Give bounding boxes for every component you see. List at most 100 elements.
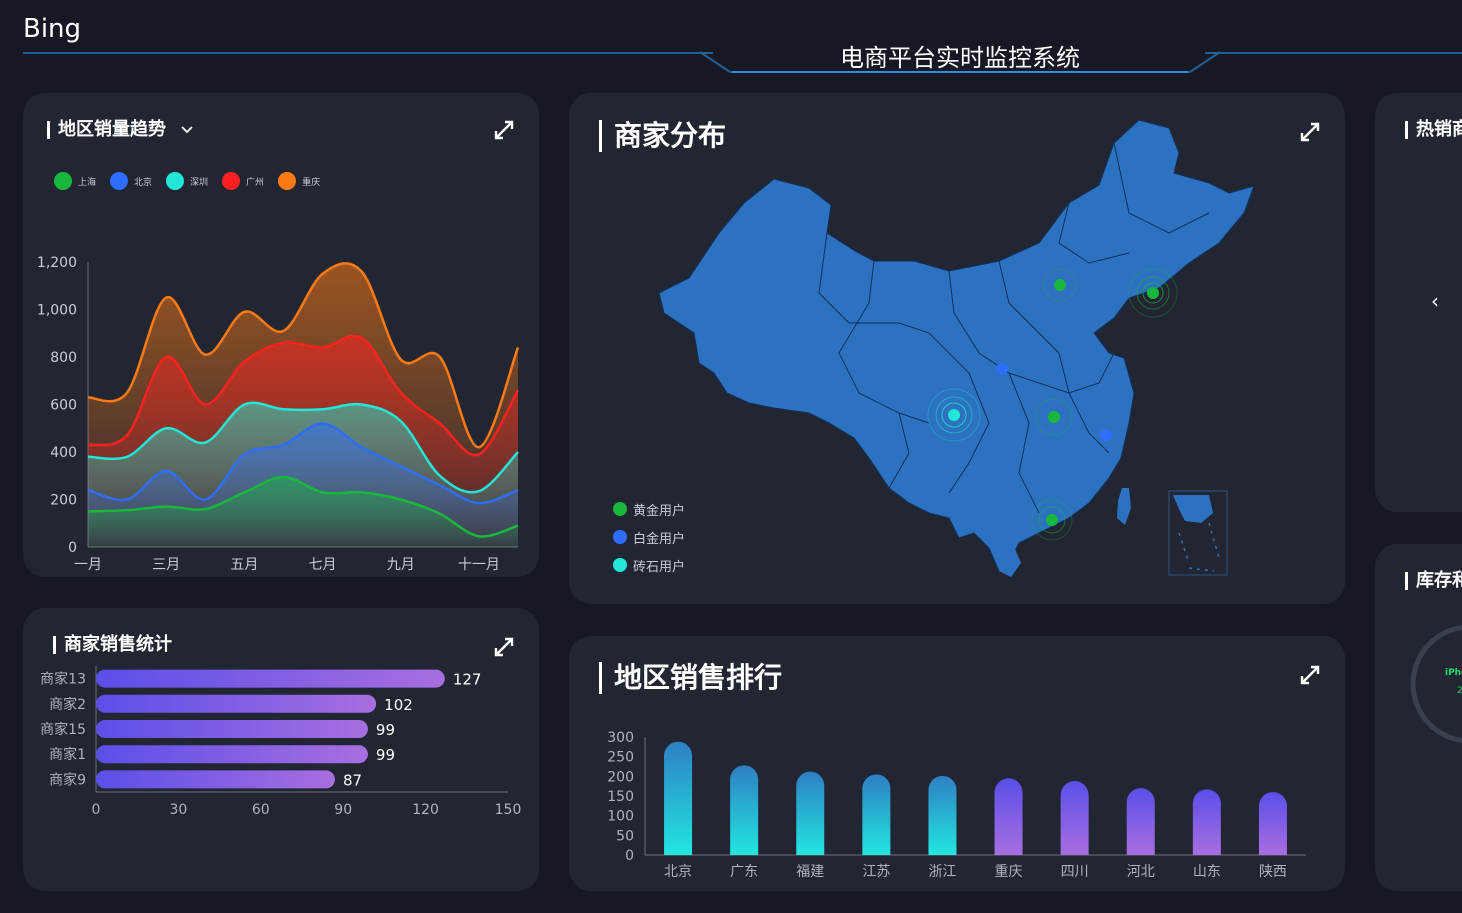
y-tick-label: 250 [607,750,634,766]
legend-label: 北京 [134,177,153,188]
legend-item-chongqing[interactable]: 重庆 [278,172,320,190]
bar[interactable] [96,745,368,764]
bar[interactable] [994,778,1023,855]
stock-panel-title: 库存和 [1405,572,1462,590]
y-tick-label: 0 [68,540,77,556]
area-fill [88,476,518,547]
x-tick-label: 0 [92,802,101,818]
bar[interactable] [96,720,368,738]
y-tick-label: 0 [625,848,634,864]
stock-gauge-value: 2 [1457,686,1462,696]
y-tick-label: 100 [607,809,634,825]
category-label: 四川 [1061,864,1089,880]
expand-icon[interactable] [1299,121,1321,143]
expand-icon[interactable] [493,636,515,658]
trend-panel-title-text: 地区销量趋势 [58,119,166,140]
y-tick-label: 1,000 [37,303,77,319]
series-line[interactable] [87,401,519,494]
header-divider-right [1205,52,1462,54]
trend-panel-title[interactable]: 地区销量趋势 [47,121,194,139]
map-legend-label: 砖石用户 [633,559,686,575]
series-line[interactable] [87,475,519,538]
map-marker-gold[interactable] [1035,398,1073,436]
x-tick-label: 60 [252,802,270,818]
expand-icon[interactable] [1299,664,1321,686]
carousel-prev-icon[interactable]: ‹ [1431,289,1439,313]
map-marker-platinum[interactable] [996,363,1008,375]
x-tick-label: 五月 [230,557,258,573]
series-line[interactable] [87,334,520,457]
map-marker-platinum[interactable] [1091,420,1121,450]
bar[interactable] [730,765,759,855]
y-tick-label: 400 [50,445,77,461]
bar[interactable] [1060,781,1089,855]
y-tick-label: 800 [50,350,77,366]
merchant-panel-title: 商家分布 [599,120,726,152]
category-label: 浙江 [928,864,956,880]
trend-panel: 地区销量趋势 上海 北京 深圳 广州 重庆 0 200 400 600 800 1,000… [23,93,539,577]
map-marker-gold[interactable] [1043,268,1077,302]
map-legend-label: 白金用户 [633,531,686,547]
header-title-frame: 电商平台实时监控系统 [700,18,1220,74]
category-label: 北京 [664,864,692,880]
y-tick-label: 600 [50,398,77,414]
map-legend-item[interactable]: 白金用户 [613,523,685,551]
x-tick-label: 90 [334,802,352,818]
page-title: 电商平台实时监控系统 [840,44,1080,72]
region-rank-title: 地区销售排行 [599,662,782,694]
legend-item-guangzhou[interactable]: 广州 [222,172,264,190]
map-legend: 黄金用户 白金用户 砖石用户 [613,495,685,579]
map-marker-diamond[interactable] [927,388,981,442]
merchant-map-panel: 商家分布 [569,93,1345,604]
expand-icon[interactable] [493,119,515,141]
map-legend-item[interactable]: 黄金用户 [613,495,685,523]
data-label: 87 [343,771,362,789]
map-marker-gold[interactable] [1031,499,1073,541]
brand-logo: Bing [23,14,82,44]
map-legend-item[interactable]: 砖石用户 [613,551,685,579]
hot-products-panel: 热销商 ‹ [1375,93,1462,512]
bar[interactable] [928,775,957,855]
bar[interactable] [1258,792,1287,855]
stock-gauge-label: iPho [1445,668,1462,678]
data-label: 99 [376,721,395,739]
category-label: 商家13 [40,671,86,688]
bar[interactable] [1126,788,1155,855]
category-label: 商家15 [40,721,86,738]
bar[interactable] [96,694,377,713]
legend-item-shenzhen[interactable]: 深圳 [166,172,208,190]
series-line[interactable] [87,422,519,505]
taiwan-shape [1117,488,1131,525]
stock-gauge-ring [1410,625,1462,743]
category-label: 重庆 [995,864,1023,880]
map-legend-label: 黄金用户 [633,503,686,519]
bar[interactable] [1192,789,1221,855]
y-tick-label: 300 [607,730,634,746]
x-tick-label: 一月 [74,557,102,573]
data-label: 102 [384,696,413,714]
series-line[interactable] [87,262,520,449]
legend-item-shanghai[interactable]: 上海 [54,172,96,190]
bar[interactable] [96,669,445,688]
bar[interactable] [796,771,825,855]
category-label: 陕西 [1259,864,1287,880]
x-tick-label: 150 [495,802,522,818]
legend-label: 广州 [246,177,265,188]
china-map[interactable] [569,93,1345,604]
legend-item-beijing[interactable]: 北京 [110,172,152,190]
category-label: 商家1 [49,746,86,763]
legend-label: 重庆 [302,177,321,188]
bar[interactable] [96,770,335,789]
map-marker-gold[interactable] [1128,268,1178,318]
y-tick-label: 50 [616,828,634,844]
region-rank-panel: 地区销售排行 0 50 100 150 200 250 300 北京 广东 福建 江苏 浙江 重庆 四川 河… [569,636,1345,891]
bar[interactable] [664,741,693,855]
stock-panel: 库存和 iPho 2 [1375,544,1462,891]
x-tick-label: 120 [412,802,439,818]
x-tick-label: 十一月 [458,557,500,573]
y-tick-label: 1,200 [37,255,77,271]
x-tick-label: 三月 [152,557,180,573]
chevron-down-icon[interactable] [180,123,194,137]
bar[interactable] [862,774,891,855]
category-label: 河北 [1127,864,1155,880]
